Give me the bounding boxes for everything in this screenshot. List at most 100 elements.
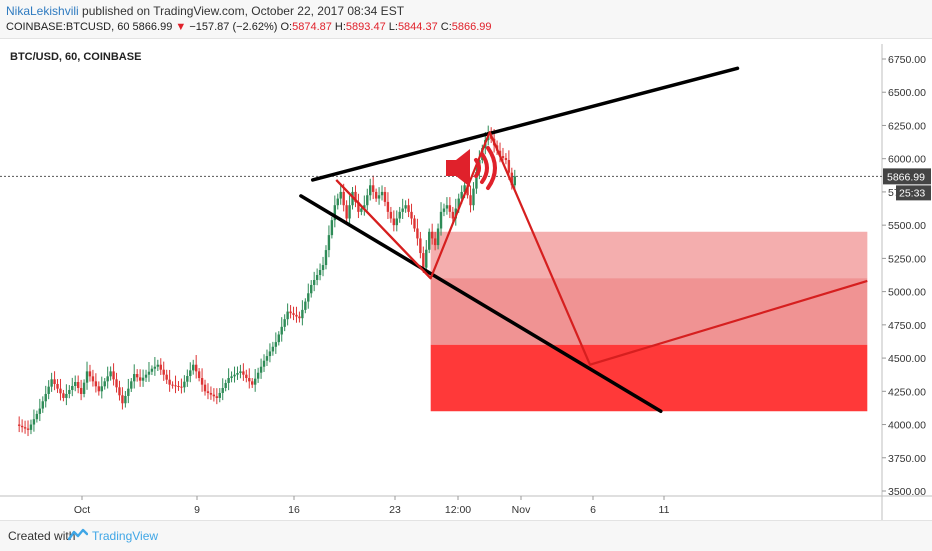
candle-body (44, 393, 47, 402)
candle-body (159, 364, 162, 370)
symbol-label: COINBASE:BTCUSD, 60 (6, 21, 130, 33)
pattern-leg (335, 179, 432, 280)
candle-body (392, 218, 396, 226)
last-price-badge (883, 168, 931, 185)
candle-body (380, 191, 384, 196)
candle-body (224, 383, 227, 388)
candle-body (304, 301, 307, 310)
candle-body (74, 382, 77, 386)
candle-body (265, 356, 269, 361)
candle-body (29, 424, 33, 430)
candle-body (259, 366, 263, 373)
candle-body (186, 376, 189, 382)
candle-body (32, 419, 36, 425)
candle-body (501, 156, 505, 159)
candle-body (91, 376, 95, 382)
open-value: 5874.87 (292, 21, 332, 33)
candle-body (215, 396, 219, 398)
candle-body (428, 231, 431, 250)
candle-body (475, 171, 478, 189)
candle-body (366, 195, 369, 206)
candle-body (327, 235, 331, 251)
candle-body (286, 311, 289, 320)
y-tick-label: 4000.00 (888, 420, 926, 432)
y-tick-label: 4500.00 (888, 353, 926, 365)
candle-body (268, 351, 272, 357)
change-arrow-icon: ▼ (175, 21, 187, 33)
candle-body (292, 313, 295, 315)
candle-body (233, 374, 236, 377)
candle-body (433, 238, 437, 246)
candle-body (26, 428, 30, 430)
candle-body (150, 368, 154, 372)
candle-body (59, 388, 62, 394)
high-label: H: (334, 21, 346, 33)
candle-body (445, 205, 449, 209)
candle-body (410, 211, 413, 219)
created-with-text: Created with (8, 529, 76, 543)
last-price-label: 5866.99 (887, 171, 925, 183)
candle-body (256, 372, 260, 379)
candle-body (206, 391, 210, 393)
candle-body (147, 371, 151, 375)
candle-body (298, 316, 301, 319)
y-tick-label: 5500.00 (888, 220, 926, 232)
candle-body (156, 364, 160, 367)
candle-body (348, 205, 351, 219)
candle-body (35, 413, 39, 420)
target-zone-1 (430, 231, 868, 345)
candle-body (197, 371, 201, 379)
candle-body (227, 378, 230, 383)
candle-body (436, 228, 440, 246)
close-label: C: (440, 21, 452, 33)
candle-body (507, 160, 511, 173)
candle-body (457, 198, 460, 209)
y-tick-label: 4250.00 (888, 386, 926, 398)
candle-body (336, 198, 339, 206)
candle-body (165, 374, 168, 380)
candle-body (404, 205, 407, 209)
candle-body (307, 293, 310, 302)
candle-body (289, 311, 292, 314)
speaker-icon (446, 146, 497, 190)
candle-body (115, 379, 118, 388)
candle-body (413, 218, 416, 229)
candle-body (324, 250, 328, 266)
candle-body (130, 381, 133, 389)
candle-body (180, 386, 183, 388)
price-change: −157.87 (−2.62%) (189, 21, 278, 33)
candle-body (236, 373, 239, 375)
candle-body (416, 228, 419, 239)
price-chart[interactable]: BTC/USD, 60, COINBASE 6750.00 6500.00 6250.… (0, 38, 932, 520)
candle-body (398, 211, 401, 219)
y-tick-label: 6250.00 (888, 120, 926, 132)
candle-body (419, 238, 422, 254)
author-link[interactable]: NikaLekishvili (6, 4, 79, 18)
candle-body (318, 270, 322, 275)
candle-body (118, 387, 121, 396)
candle-body (395, 218, 398, 226)
candle-body (425, 249, 428, 268)
candle-body (439, 211, 443, 229)
candle-body (504, 158, 508, 161)
candle-body (510, 172, 514, 186)
candle-body (360, 208, 363, 212)
candle-body (283, 319, 286, 327)
candle-body (47, 386, 50, 394)
speaker-wave-1 (474, 158, 481, 178)
x-tick-label: 23 (389, 504, 401, 516)
tradingview-brand-link[interactable]: TradingView (92, 529, 159, 543)
candle-body (194, 364, 198, 372)
candle-body (321, 265, 325, 271)
countdown-label: 25:33 (899, 187, 925, 199)
speaker-cone (456, 149, 470, 187)
upper-trendline (310, 66, 740, 182)
chart-area[interactable]: BTC/USD, 60, COINBASE 6750.00 6500.00 6250.… (0, 38, 932, 520)
candle-body (262, 360, 266, 367)
candle-body (100, 386, 103, 392)
candle-body (351, 191, 354, 206)
candle-body (310, 284, 313, 294)
candle-body (239, 371, 242, 374)
target-zone-highlight (430, 231, 868, 279)
candle-body (448, 205, 452, 212)
